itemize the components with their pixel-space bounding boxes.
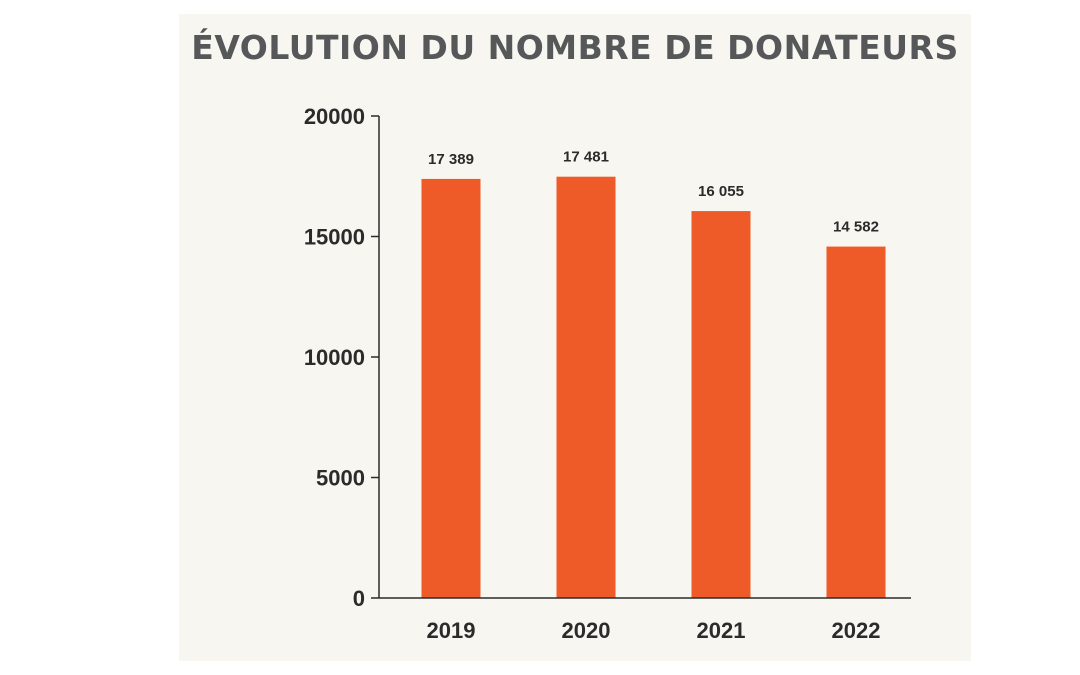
data-label-2020: 17 481 [563, 149, 609, 166]
chart-title: ÉVOLUTION DU NOMBRE DE DONATEURS [191, 28, 959, 67]
bar-2022 [826, 246, 886, 599]
y-tick-label-20000: 20000 [304, 104, 365, 129]
bar-2019 [421, 178, 481, 598]
x-tick-label-2022: 2022 [832, 618, 881, 643]
bar-2020 [556, 176, 616, 599]
data-label-2019: 17 389 [428, 151, 474, 168]
x-tick-label-2019: 2019 [427, 618, 476, 643]
x-tick-label-2021: 2021 [697, 618, 746, 643]
bar-chart: 17 389 2019 17 481 2020 16 055 2021 14 582 2022… [304, 104, 911, 643]
y-tick-label-5000: 5000 [316, 466, 365, 491]
y-tick-label-0: 0 [353, 586, 365, 611]
bar-2021 [691, 211, 751, 598]
x-tick-label-2020: 2020 [562, 618, 611, 643]
y-tick-label-10000: 10000 [304, 345, 365, 370]
data-label-2022: 14 582 [833, 219, 879, 236]
chart-panel: ÉVOLUTION DU NOMBRE DE DONATEURS 17 389 2… [179, 14, 971, 661]
data-label-2021: 16 055 [698, 183, 744, 200]
y-tick-label-15000: 15000 [304, 225, 365, 250]
